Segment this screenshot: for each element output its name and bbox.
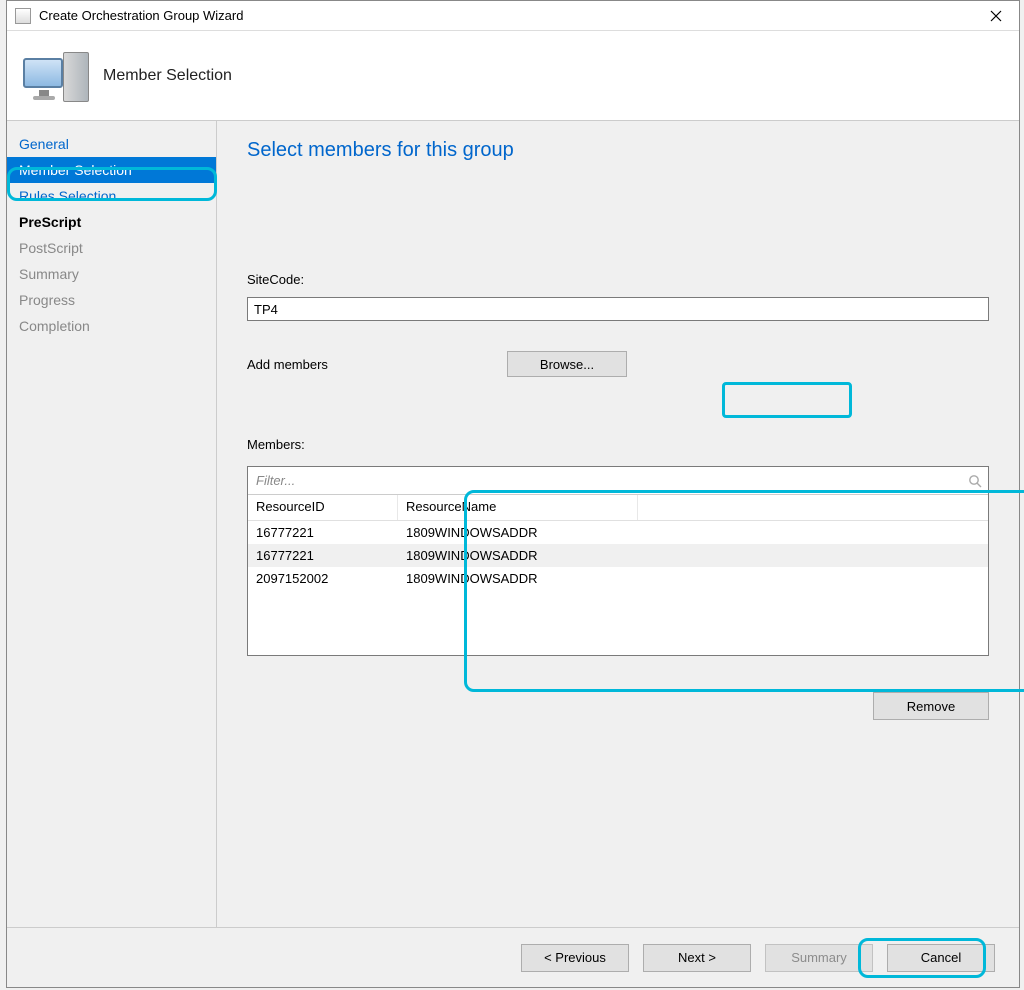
column-resource-id[interactable]: ResourceID bbox=[248, 495, 398, 520]
members-table-header: ResourceID ResourceName bbox=[248, 495, 988, 521]
next-button[interactable]: Next > bbox=[643, 944, 751, 972]
table-row[interactable]: 16777221 1809WINDOWSADDR bbox=[248, 521, 988, 544]
cell-resource-id: 2097152002 bbox=[248, 569, 398, 588]
computer-icon bbox=[25, 46, 85, 106]
previous-button[interactable]: < Previous bbox=[521, 944, 629, 972]
sitecode-label: SiteCode: bbox=[247, 272, 989, 287]
close-icon[interactable] bbox=[973, 1, 1019, 31]
cell-resource-name: 1809WINDOWSADDR bbox=[398, 569, 638, 588]
wizard-footer: < Previous Next > Summary Cancel bbox=[7, 927, 1019, 987]
table-row[interactable]: 16777221 1809WINDOWSADDR bbox=[248, 544, 988, 567]
sidebar-step-summary: Summary bbox=[7, 261, 216, 287]
cell-resource-id: 16777221 bbox=[248, 523, 398, 542]
page-title: Member Selection bbox=[103, 67, 232, 85]
wizard-window: Create Orchestration Group Wizard Member… bbox=[6, 0, 1020, 988]
cell-resource-name: 1809WINDOWSADDR bbox=[398, 546, 638, 565]
sidebar-step-prescript[interactable]: PreScript bbox=[7, 209, 216, 235]
filter-row bbox=[248, 467, 988, 495]
cell-resource-name: 1809WINDOWSADDR bbox=[398, 523, 638, 542]
sidebar-step-rules-selection[interactable]: Rules Selection bbox=[7, 183, 216, 209]
summary-button: Summary bbox=[765, 944, 873, 972]
sidebar-step-postscript: PostScript bbox=[7, 235, 216, 261]
sidebar-step-progress: Progress bbox=[7, 287, 216, 313]
sidebar-step-completion: Completion bbox=[7, 313, 216, 339]
cancel-button[interactable]: Cancel bbox=[887, 944, 995, 972]
members-label: Members: bbox=[247, 437, 989, 452]
filter-input[interactable] bbox=[248, 469, 962, 492]
cell-resource-id: 16777221 bbox=[248, 546, 398, 565]
sidebar-step-member-selection[interactable]: Member Selection bbox=[7, 157, 216, 183]
search-icon[interactable] bbox=[962, 468, 988, 494]
members-table-body: 16777221 1809WINDOWSADDR 16777221 1809WI… bbox=[248, 521, 988, 590]
browse-button[interactable]: Browse... bbox=[507, 351, 627, 377]
sitecode-input[interactable] bbox=[247, 297, 989, 321]
titlebar: Create Orchestration Group Wizard bbox=[7, 1, 1019, 31]
column-resource-name[interactable]: ResourceName bbox=[398, 495, 638, 520]
column-spacer bbox=[638, 495, 988, 520]
sidebar-step-general[interactable]: General bbox=[7, 131, 216, 157]
window-title: Create Orchestration Group Wizard bbox=[39, 8, 243, 23]
app-icon bbox=[15, 8, 31, 24]
content-heading: Select members for this group bbox=[247, 139, 989, 162]
header-band: Member Selection bbox=[7, 31, 1019, 121]
wizard-content: Select members for this group SiteCode: … bbox=[217, 121, 1019, 927]
members-listbox: ResourceID ResourceName 16777221 1809WIN… bbox=[247, 466, 989, 656]
add-members-label: Add members bbox=[247, 357, 507, 372]
remove-button[interactable]: Remove bbox=[873, 692, 989, 720]
add-members-row: Add members Browse... bbox=[247, 351, 989, 377]
wizard-sidebar: General Member Selection Rules Selection… bbox=[7, 121, 217, 927]
remove-row: Remove bbox=[247, 692, 989, 720]
wizard-body: General Member Selection Rules Selection… bbox=[7, 121, 1019, 927]
table-row[interactable]: 2097152002 1809WINDOWSADDR bbox=[248, 567, 988, 590]
